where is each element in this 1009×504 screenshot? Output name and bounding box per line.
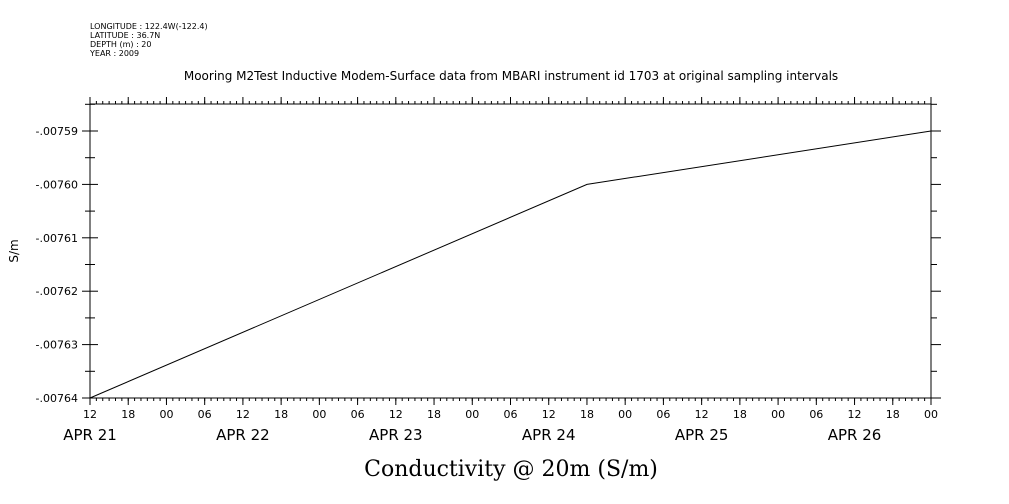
x-tick-label: 00: [618, 408, 632, 421]
x-tick-label: 06: [351, 408, 365, 421]
x-date-label: APR 22: [216, 426, 270, 444]
plot-frame: [89, 103, 932, 399]
y-tick-label: -.00762: [36, 285, 78, 298]
x-tick-label: 18: [580, 408, 594, 421]
x-tick-label: 18: [886, 408, 900, 421]
y-tick-label: -.00763: [36, 339, 78, 352]
series-group: [89, 130, 932, 399]
x-date-label: APR 23: [369, 426, 423, 444]
x-tick-label: 12: [83, 408, 97, 421]
x-date-label: APR 25: [675, 426, 729, 444]
y-tick-label: -.00761: [36, 232, 78, 245]
x-date-label: APR 21: [63, 426, 117, 444]
x-tick-label: 12: [542, 408, 556, 421]
x-tick-label: 12: [695, 408, 709, 421]
x-tick-label: 12: [389, 408, 403, 421]
x-tick-label: 12: [848, 408, 862, 421]
x-date-label: APR 24: [522, 426, 576, 444]
latitude-text: LATITUDE : 36.7N: [90, 31, 161, 40]
x-tick-label: 00: [924, 408, 938, 421]
x-tick-label: 18: [427, 408, 441, 421]
y-axis-label: S/m: [7, 239, 21, 262]
x-tick-label: 06: [809, 408, 823, 421]
x-tick-label: 00: [159, 408, 173, 421]
x-tick-label: 00: [312, 408, 326, 421]
axis-labels: 12 18 00 06 12 18 00 06 12 18 00 06 12 18 00 06 12 18 00 06…: [36, 125, 938, 444]
x-tick-label: 06: [504, 408, 518, 421]
x-tick-label: 12: [236, 408, 250, 421]
x-tick-label: 06: [656, 408, 670, 421]
x-tick-label: 18: [121, 408, 135, 421]
depth-text: DEPTH (m) : 20: [90, 40, 152, 49]
x-axis-label: Conductivity @ 20m (S/m): [364, 457, 658, 482]
x-tick-label: 18: [733, 408, 747, 421]
x-date-label: APR 26: [828, 426, 882, 444]
metadata-block: LONGITUDE : 122.4W(-122.4) LATITUDE : 36…: [90, 22, 208, 58]
y-tick-label: -.00759: [36, 125, 78, 138]
year-text: YEAR : 2009: [90, 49, 140, 58]
x-tick-label: 18: [274, 408, 288, 421]
x-tick-label: 00: [465, 408, 479, 421]
y-tick-label: -.00760: [36, 178, 78, 191]
longitude-text: LONGITUDE : 122.4W(-122.4): [90, 22, 208, 31]
x-tick-label: 06: [198, 408, 212, 421]
x-tick-label: 00: [771, 408, 785, 421]
series-line: [89, 130, 932, 399]
y-tick-label: -.00764: [36, 392, 78, 405]
axis-ticks: [82, 97, 941, 405]
chart-title: Mooring M2Test Inductive Modem-Surface d…: [184, 69, 838, 83]
